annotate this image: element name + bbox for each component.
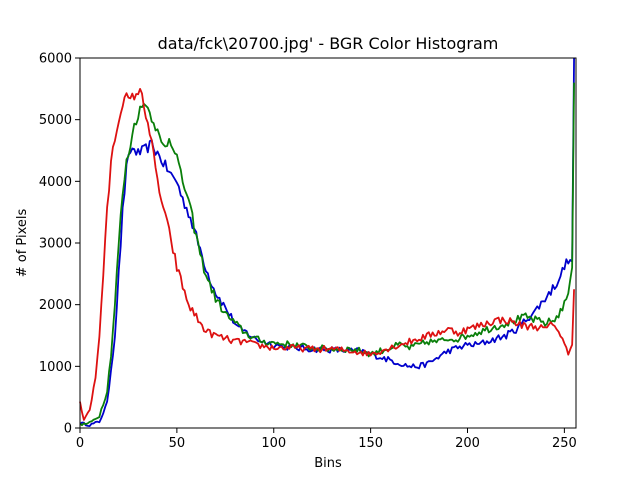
x-tick-label: 50 [169,436,186,451]
x-tick-label: 100 [261,436,286,451]
y-tick-label: 6000 [39,52,72,67]
x-tick-label: 250 [552,436,577,451]
y-axis-label: # of Pixels [15,209,30,278]
x-tick-label: 200 [455,436,480,451]
plot-frame [79,57,577,429]
y-tick-label: 0 [64,422,72,437]
series-line-r [79,87,575,421]
x-tick-label: 150 [358,436,383,451]
y-tick-label: 5000 [39,113,72,128]
chart-title: data/fck\20700.jpg' - BGR Color Histogra… [158,34,499,53]
y-tick-label: 4000 [39,175,72,190]
x-axis-ticks: 0 50 100 150 200 250 [76,428,577,451]
y-tick-label: 3000 [39,237,72,252]
x-tick-label: 0 [76,436,84,451]
series-layer [79,57,575,427]
y-tick-label: 1000 [39,360,72,375]
y-tick-label: 2000 [39,298,72,313]
y-axis-ticks: 0 1000 2000 3000 4000 5000 6000 [39,52,80,437]
x-axis-label: Bins [314,456,342,471]
